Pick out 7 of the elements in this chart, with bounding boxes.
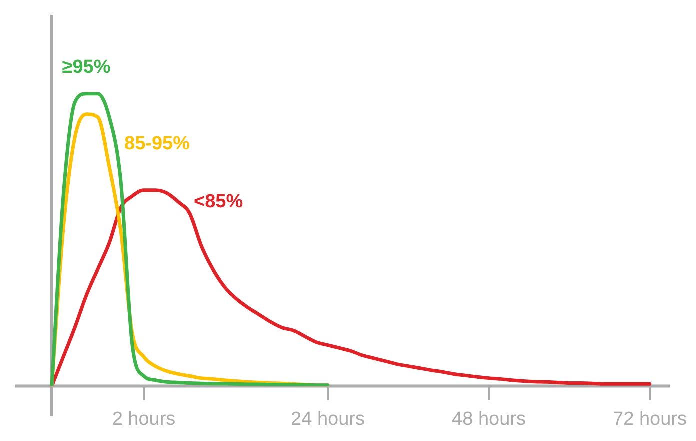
series-label: <85% <box>194 192 244 213</box>
series-label: ≥95% <box>62 57 111 78</box>
x-tick-label: 2 hours <box>112 408 176 430</box>
x-tick-label: 48 hours <box>452 408 526 430</box>
series-label: 85-95% <box>124 134 190 155</box>
x-tick-label: 72 hours <box>613 408 687 430</box>
x-tick-label: 24 hours <box>291 408 365 430</box>
